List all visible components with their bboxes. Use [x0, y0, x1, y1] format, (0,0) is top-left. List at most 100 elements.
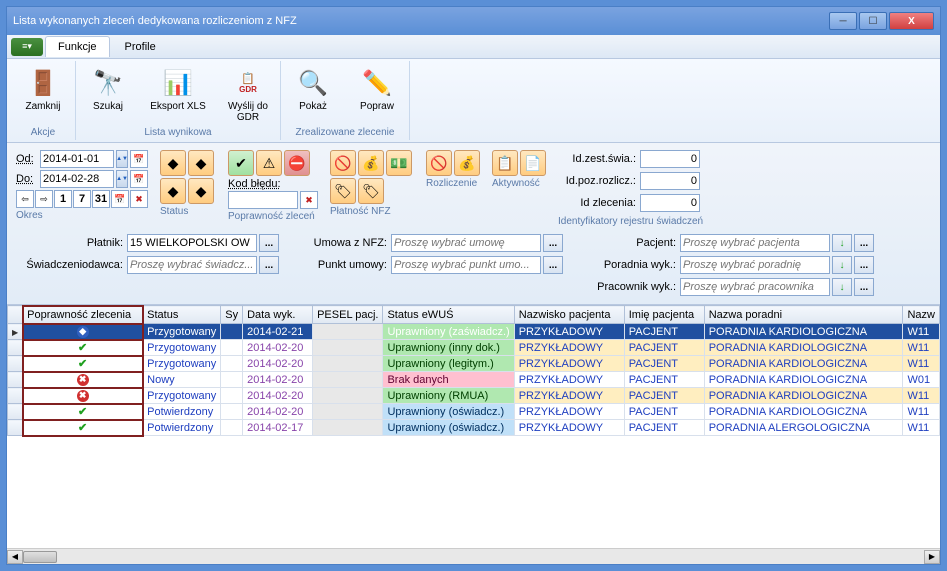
rozlicz-filter-2[interactable]: 💰 [454, 150, 480, 176]
col-imie[interactable]: Imię pacjenta [624, 306, 704, 324]
umowa-lookup-button[interactable]: ... [543, 234, 563, 252]
col-data[interactable]: Data wyk. [243, 306, 313, 324]
table-row[interactable]: ✔Potwierdzony2014-02-17Uprawniony (oświa… [8, 420, 940, 436]
scroll-left-button[interactable]: ◀ [7, 550, 23, 564]
popraw-filter-stop[interactable]: ⛔ [284, 150, 310, 176]
cell-kod: W11 [903, 420, 940, 436]
platnik-lookup-button[interactable]: ... [259, 234, 279, 252]
cell-poradnia: PORADNIA KARDIOLOGICZNA [704, 356, 903, 372]
period-31-button[interactable]: 31 [92, 190, 110, 208]
do-calendar-button[interactable]: 📅 [130, 170, 148, 188]
poradnia-lookup-button[interactable]: ... [854, 256, 874, 274]
id-zest-input[interactable] [640, 150, 700, 168]
col-poradnia[interactable]: Nazwa poradni [704, 306, 903, 324]
swiadcz-lookup-button[interactable]: ... [259, 256, 279, 274]
binoculars-icon: 🔭 [92, 67, 124, 99]
col-status[interactable]: Status [143, 306, 221, 324]
pracownik-action-button[interactable]: ↓ [832, 278, 852, 296]
col-pesel[interactable]: PESEL pacj. [313, 306, 383, 324]
col-nazwisko[interactable]: Nazwisko pacjenta [514, 306, 624, 324]
period-cal-button[interactable]: 📅 [111, 190, 129, 208]
poradnia-input[interactable] [680, 256, 830, 274]
status-filter-2[interactable]: ◆ [188, 150, 214, 176]
popraw-filter-ok[interactable]: ✔ [228, 150, 254, 176]
eksport-button[interactable]: 📊 Eksport XLS [144, 65, 212, 114]
pacjent-action-button[interactable]: ↓ [832, 234, 852, 252]
data-grid[interactable]: Poprawność zlecenia Status Sy Data wyk. … [7, 305, 940, 548]
do-date-input[interactable] [40, 170, 114, 188]
period-x-button[interactable]: ✖ [130, 190, 148, 208]
aktyw-filter-1[interactable]: 📋 [492, 150, 518, 176]
aktyw-filter-2[interactable]: 📄 [520, 150, 546, 176]
platnik-input[interactable] [127, 234, 257, 252]
rozlicz-group-label: Rozliczenie [426, 178, 480, 189]
row-indicator [8, 340, 23, 356]
table-row[interactable]: ✔Przygotowany2014-02-20Uprawniony (inny … [8, 340, 940, 356]
popraw-button[interactable]: ✏️ Popraw [349, 65, 405, 114]
system-menu-button[interactable]: ≡▾ [11, 38, 43, 56]
od-spinner[interactable]: ▲▼ [116, 150, 128, 168]
pracownik-lookup-button[interactable]: ... [854, 278, 874, 296]
id-zlec-input[interactable] [640, 194, 700, 212]
status-filter-4[interactable]: ◆ [188, 178, 214, 204]
szukaj-button[interactable]: 🔭 Szukaj [80, 65, 136, 114]
table-row[interactable]: ✔Potwierdzony2014-02-20Uprawniony (oświa… [8, 404, 940, 420]
col-ewus[interactable]: Status eWUŚ [383, 306, 514, 324]
nav-prev-button[interactable]: ⇦ [16, 190, 34, 208]
col-nazw[interactable]: Nazw [903, 306, 940, 324]
scroll-right-button[interactable]: ▶ [924, 550, 940, 564]
scroll-thumb[interactable] [23, 551, 57, 563]
kod-bledu-clear-button[interactable]: ✖ [300, 191, 318, 209]
period-1-button[interactable]: 1 [54, 190, 72, 208]
window: Lista wykonanych zleceń dedykowana rozli… [6, 6, 941, 565]
pokaz-button[interactable]: 🔍 Pokaż [285, 65, 341, 114]
pacjent-input[interactable] [680, 234, 830, 252]
platnosc-filter-5[interactable]: 🏷 [358, 178, 384, 204]
poradnia-action-button[interactable]: ↓ [832, 256, 852, 274]
status-filter-1[interactable]: ◆ [160, 150, 186, 176]
do-spinner[interactable]: ▲▼ [116, 170, 128, 188]
od-date-input[interactable] [40, 150, 114, 168]
col-poprawnosc[interactable]: Poprawność zlecenia [23, 306, 143, 324]
od-calendar-button[interactable]: 📅 [130, 150, 148, 168]
cell-sy [221, 420, 243, 436]
minimize-button[interactable]: ─ [829, 12, 857, 30]
close-button[interactable]: X [889, 12, 934, 30]
punkt-lookup-button[interactable]: ... [543, 256, 563, 274]
id-poz-input[interactable] [640, 172, 700, 190]
status-filter-3[interactable]: ◆ [160, 178, 186, 204]
cell-kod: W11 [903, 356, 940, 372]
platnosc-filter-4[interactable]: 🏷 [330, 178, 356, 204]
umowa-input[interactable] [391, 234, 541, 252]
popraw-filter-warn[interactable]: ⚠ [256, 150, 282, 176]
punkt-label: Punkt umowy: [299, 259, 389, 271]
titlebar[interactable]: Lista wykonanych zleceń dedykowana rozli… [7, 7, 940, 35]
pacjent-lookup-button[interactable]: ... [854, 234, 874, 252]
nav-next-button[interactable]: ⇨ [35, 190, 53, 208]
cell-kod: W01 [903, 372, 940, 388]
cell-icon: ✔ [23, 356, 143, 372]
table-row[interactable]: ✖Nowy2014-02-20Brak danychPRZYKŁADOWYPAC… [8, 372, 940, 388]
table-row[interactable]: ✔Przygotowany2014-02-20Uprawniony (legit… [8, 356, 940, 372]
col-sy[interactable]: Sy [221, 306, 243, 324]
rozlicz-filter-1[interactable]: 🚫 [426, 150, 452, 176]
platnosc-filter-2[interactable]: 💰 [358, 150, 384, 176]
maximize-button[interactable]: ☐ [859, 12, 887, 30]
tab-funkcje[interactable]: Funkcje [45, 36, 110, 57]
table-row[interactable]: ✖Przygotowany2014-02-20Uprawniony (RMUA)… [8, 388, 940, 404]
platnosc-filter-3[interactable]: 💵 [386, 150, 412, 176]
popraw-group-label: Poprawność zleceń [228, 211, 318, 222]
platnosc-filter-1[interactable]: 🚫 [330, 150, 356, 176]
table-row[interactable]: ◆Przygotowany2014-02-21Uprawniony (zaświ… [8, 324, 940, 340]
horizontal-scrollbar[interactable]: ◀ ▶ [7, 548, 940, 564]
kod-bledu-input[interactable] [228, 191, 298, 209]
wyslij-button[interactable]: 📋GDR Wyślij do GDR [220, 65, 276, 125]
zamknij-button[interactable]: 🚪 Zamknij [15, 65, 71, 114]
cell-pesel [313, 324, 383, 340]
row-indicator [8, 404, 23, 420]
swiadcz-input[interactable] [127, 256, 257, 274]
pracownik-input[interactable] [680, 278, 830, 296]
period-7-button[interactable]: 7 [73, 190, 91, 208]
punkt-input[interactable] [391, 256, 541, 274]
tab-profile[interactable]: Profile [112, 36, 169, 57]
